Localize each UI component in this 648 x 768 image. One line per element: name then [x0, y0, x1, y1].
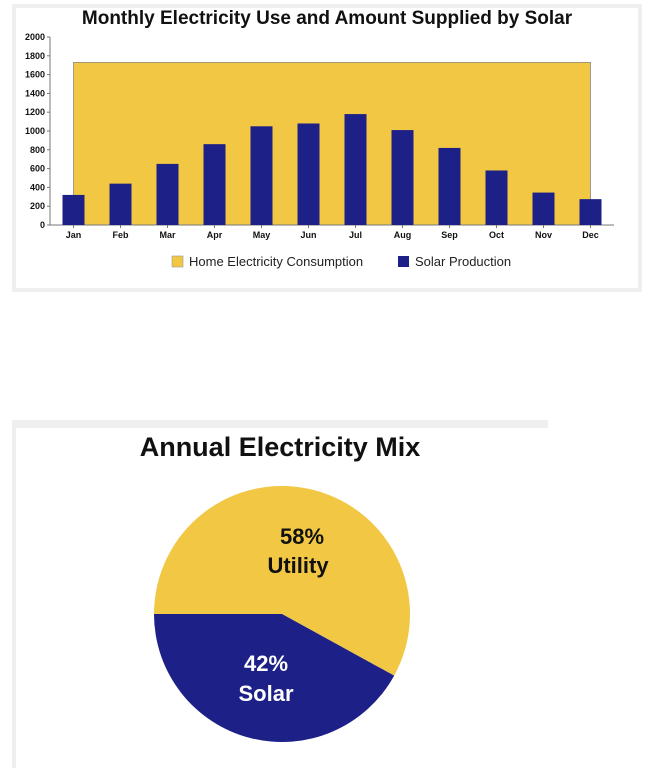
legend-swatch-consumption — [171, 255, 184, 268]
y-tick-label: 600 — [30, 164, 45, 174]
solar-bar-mar — [156, 163, 179, 225]
x-tick-label: Aug — [394, 230, 412, 240]
y-tick-label: 2000 — [25, 32, 45, 42]
solar-bar-feb — [109, 183, 132, 225]
x-tick-label: Sep — [441, 230, 458, 240]
y-tick-label: 0 — [40, 220, 45, 230]
y-tick-label: 1800 — [25, 51, 45, 61]
y-tick-label: 1000 — [25, 126, 45, 136]
x-tick-label: Jul — [349, 230, 362, 240]
legend-label-consumption: Home Electricity Consumption — [189, 254, 363, 269]
x-tick-label: Nov — [535, 230, 552, 240]
solar-bar-jan — [62, 194, 85, 225]
solar-bar-may — [250, 126, 273, 225]
solar-bar-nov — [532, 192, 555, 225]
x-tick-label: Jan — [66, 230, 82, 240]
solar-bar-jun — [297, 123, 320, 225]
solar-bar-oct — [485, 170, 508, 225]
x-tick-label: Feb — [112, 230, 129, 240]
x-tick-label: Jun — [300, 230, 316, 240]
pie-chart-panel: Annual Electricity Mix 58% Utility 42% Sola… — [12, 420, 548, 768]
pie-label-utility-pct: 58% — [280, 524, 324, 549]
x-tick-label: May — [253, 230, 271, 240]
y-tick-label: 1400 — [25, 88, 45, 98]
solar-bar-aug — [391, 130, 414, 225]
pie-chart-title: Annual Electricity Mix — [139, 432, 421, 462]
x-tick-label: Apr — [207, 230, 223, 240]
bar-chart-plot: 0 200 400 600 800 1000 1200 1400 1600 1800 2000 Jan… — [25, 32, 614, 269]
pie-label-utility-name: Utility — [267, 553, 329, 578]
x-tick-label: Mar — [159, 230, 176, 240]
legend-label-solar: Solar Production — [415, 254, 511, 269]
x-tick-label: Dec — [582, 230, 599, 240]
solar-bar-jul — [344, 114, 367, 225]
pie-label-solar-name: Solar — [238, 681, 293, 706]
solar-bar-dec — [579, 199, 602, 225]
pie-label-solar-pct: 42% — [244, 651, 288, 676]
bar-chart-title: Monthly Electricity Use and Amount Suppl… — [81, 8, 573, 29]
legend-swatch-solar — [398, 256, 409, 267]
pie-slice-solar — [154, 614, 395, 743]
solar-bar-sep — [438, 147, 461, 225]
y-tick-label: 800 — [30, 145, 45, 155]
pie-slice-utility — [153, 486, 410, 676]
y-tick-label: 1600 — [25, 70, 45, 80]
x-tick-label: Oct — [489, 230, 504, 240]
y-tick-label: 400 — [30, 182, 45, 192]
pie-chart-plot: 58% Utility 42% Solar — [153, 486, 410, 743]
y-tick-label: 200 — [30, 201, 45, 211]
consumption-area — [73, 61, 591, 226]
bar-chart-panel: Monthly Electricity Use and Amount Suppl… — [12, 4, 642, 292]
solar-bar-apr — [203, 144, 226, 225]
y-tick-label: 1200 — [25, 107, 45, 117]
